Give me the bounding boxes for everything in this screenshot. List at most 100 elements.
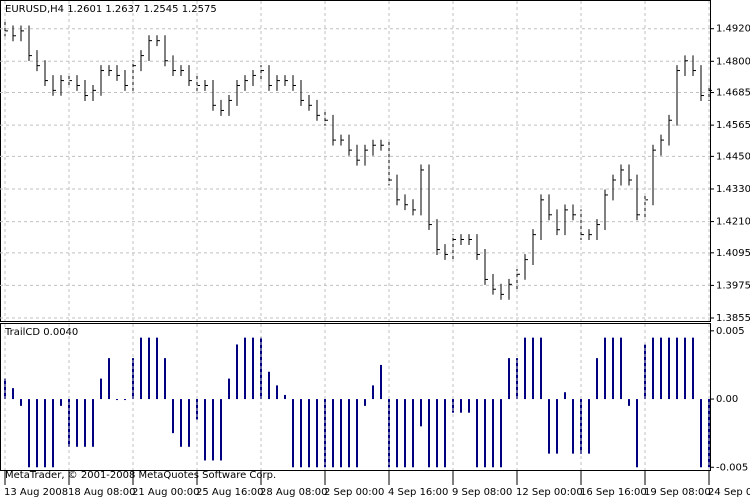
histogram-bar [348,399,350,468]
histogram-bar [284,394,286,400]
histogram-bar [612,337,614,400]
histogram-bar [156,337,158,400]
histogram-bar [540,337,542,400]
histogram-bar [228,378,230,400]
histogram-bar [164,358,166,400]
histogram-bar [596,358,598,400]
x-tick-label: 25 Aug 16:00 [196,487,263,498]
histogram-bar [420,399,422,427]
histogram-bar [244,337,246,400]
histogram-bar [20,399,22,406]
histogram-bar [660,337,662,400]
histogram-bar [236,344,238,400]
histogram-bar [620,337,622,400]
indicator-title: TrailCD 0.0040 [4,327,78,338]
y-tick-label: 1.4565 [716,120,750,131]
histogram-bar [140,337,142,400]
y-tick-label: 0.005 [716,326,745,337]
histogram-bar [692,337,694,400]
y-tick-label: 1.4450 [716,151,750,162]
y-tick-label: 1.4095 [716,248,750,259]
price-panel-frame [0,0,711,322]
histogram-bar [36,399,38,468]
histogram-bar [404,399,406,468]
histogram-bar [332,399,334,468]
x-tick-label: 4 Sep 16:00 [388,487,448,498]
price-title: EURUSD,H4 1.2601 1.2637 1.2545 1.2575 [5,4,217,15]
histogram-bar [60,399,62,406]
histogram-bar [92,399,94,447]
histogram-bar [628,399,630,406]
x-tick-label: 21 Aug 00:00 [132,487,199,498]
histogram-bar [276,385,278,400]
y-tick-label: 1.4210 [716,217,750,228]
histogram-bar [460,399,462,413]
histogram-bar [188,399,190,447]
footer: MetaTrader, © 2001-2008 MetaQuotes Softw… [5,470,276,481]
histogram-bar [428,399,430,468]
histogram-bar [108,358,110,400]
histogram-bar [564,392,566,400]
x-tick-label: 19 Sep 08:00 [644,487,711,498]
histogram-bar [308,399,310,468]
histogram-bar [52,399,54,468]
histogram-bar [76,399,78,447]
histogram-bar [380,364,382,400]
histogram-bar [444,399,446,468]
histogram-bar [572,399,574,454]
x-tick-label: 16 Sep 16:00 [580,487,647,498]
histogram-bar [316,399,318,468]
histogram-bar [100,378,102,400]
histogram-bar [500,399,502,468]
histogram-bar [700,399,702,468]
y-tick-label: 1.4920 [716,24,750,35]
histogram-bar [636,399,638,468]
y-tick-label: 0.00 [716,394,738,405]
histogram-bar [604,337,606,400]
histogram-bar [148,337,150,400]
x-tick-label: 12 Sep 00:00 [516,487,583,498]
x-tick-label: 2 Sep 00:00 [324,487,384,498]
y-tick-label: 1.3855 [716,313,750,324]
histogram-bar [588,399,590,454]
histogram-bar [364,399,366,406]
histogram-bar [684,337,686,400]
histogram-bar [84,399,86,447]
histogram-bar [252,337,254,400]
y-tick-label: 1.4800 [716,56,750,67]
histogram-bar [548,399,550,454]
histogram-bar [300,399,302,468]
histogram-bar [652,337,654,400]
y-tick-label: 1.3975 [716,280,750,291]
histogram-bar [468,399,470,413]
y-tick-label: 1.4685 [716,88,750,99]
histogram-bar [220,399,222,461]
histogram-bar [676,337,678,400]
histogram-bar [124,399,126,401]
indicator-panel-frame [0,323,711,471]
histogram-bar [396,399,398,468]
histogram-bar [204,399,206,461]
x-tick-label: 18 Aug 08:00 [68,487,135,498]
y-tick-label: -0.005 [716,462,748,473]
histogram-bar [532,337,534,400]
histogram-bar [356,399,358,468]
histogram-bar [12,388,14,400]
x-tick-label: 13 Aug 2008 [4,487,68,498]
histogram-bar [668,337,670,400]
histogram-bar [172,399,174,434]
x-tick-label: 9 Sep 08:00 [452,487,512,498]
histogram-bar [28,399,30,468]
x-tick-label: 28 Aug 08:00 [260,487,327,498]
histogram-bar [268,371,270,400]
y-tick-label: 1.4330 [716,184,750,195]
histogram-bar [180,399,182,447]
x-tick-label: 24 Sep 00:00 [708,487,750,498]
histogram-bar [476,399,478,468]
histogram-bar [340,399,342,468]
histogram-bar [436,399,438,468]
histogram-bar [556,399,558,454]
histogram-bar [4,378,6,400]
histogram-bar [644,344,646,400]
histogram-bar [524,337,526,400]
